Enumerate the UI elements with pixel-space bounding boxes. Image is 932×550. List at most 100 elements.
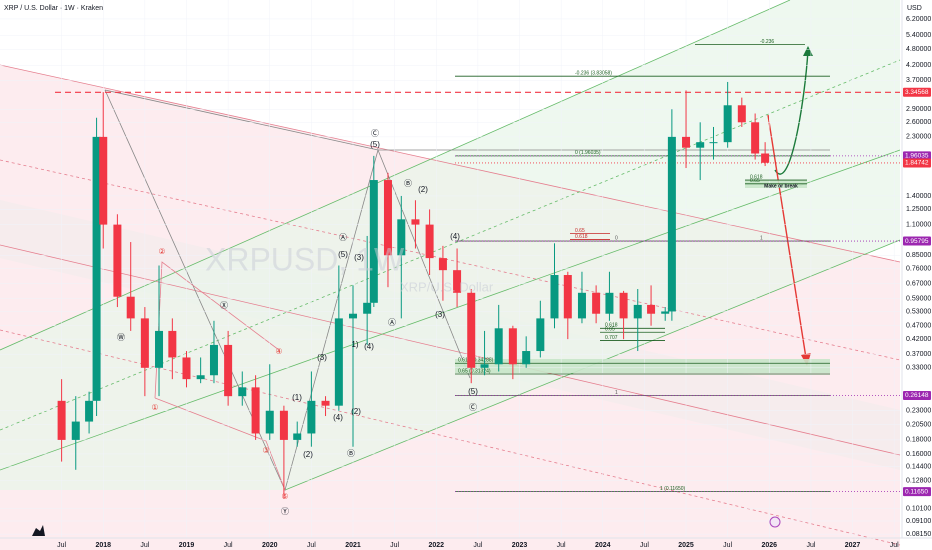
candle-body [696, 142, 705, 148]
x-tick-label: 2022 [428, 542, 444, 549]
candle-body [383, 180, 392, 256]
x-tick-label: Jul [890, 542, 899, 549]
wave-label: (4) [333, 413, 343, 422]
y-tick-label: 0.16000 [906, 451, 931, 458]
fib-label: 0.618 [575, 234, 588, 240]
annotations: Ⓒ (5) Ⓑ (2) Ⓐ (5) (3) (4) Ⓐ (3) 1) (4) (3) (1) (2) (4) (… [117, 129, 798, 516]
x-tick-label: 2027 [845, 542, 861, 549]
candle-body [196, 375, 205, 380]
y-tick-label: 6.20000 [906, 16, 931, 23]
wave-label: Ⓒ [371, 129, 379, 138]
candle-body [661, 311, 670, 314]
candle-body [438, 258, 447, 271]
y-tick-label: 1.25000 [906, 206, 931, 213]
candle-body [251, 387, 260, 434]
candle-body [480, 364, 489, 368]
bull-arrow-head [803, 46, 813, 56]
candle-body [536, 318, 545, 352]
candle-body [709, 142, 718, 144]
fib-zone [455, 359, 830, 373]
y-tick-label: 5.40000 [906, 32, 931, 39]
watermark: XRPUSD, 1W [205, 241, 405, 277]
y-tick-label: 2.90000 [906, 106, 931, 113]
fib-label: 1 [615, 390, 618, 396]
candle-body [279, 410, 288, 440]
wave-label: (3) [435, 310, 445, 319]
candle-body [293, 433, 302, 440]
candle-body [224, 344, 233, 397]
candle-body [397, 219, 406, 256]
wave-label: ③ [262, 446, 269, 455]
price-tag-label: 1.96035 [905, 153, 929, 160]
y-tick-label: 0.20500 [906, 421, 931, 428]
fib-label: 1 [760, 235, 763, 241]
wave-label: Make or break [764, 183, 798, 189]
candle-body [751, 122, 760, 154]
y-tick-label: 0.47000 [906, 323, 931, 330]
x-tick-label: Jul [140, 542, 149, 549]
x-axis: Jul 2018 Jul 2019 Jul 2020 Jul 2021 Jul 2022 Jul 20… [57, 542, 899, 549]
x-tick-label: Jul [473, 542, 482, 549]
candle-body [619, 292, 628, 319]
fib-label: 0.618 [750, 174, 763, 180]
y-tick-label: 0.18000 [906, 437, 931, 444]
x-tick-label: 2026 [761, 542, 777, 549]
candle-body [508, 328, 517, 365]
x-tick-label: 2025 [678, 542, 694, 549]
candle-body [467, 292, 476, 368]
y-tick-label: 1.40000 [906, 193, 931, 200]
wave-label: (5) [338, 250, 348, 259]
candle-body [155, 330, 164, 368]
x-tick-label: 2020 [262, 542, 278, 549]
wave-label: (3) [317, 353, 327, 362]
y-tick-label: 0.53000 [906, 308, 931, 315]
wave-line [154, 397, 286, 491]
wave-label: Ⓐ [388, 318, 396, 327]
wave-label: Ⓨ [281, 507, 289, 516]
y-tick-label: 0.09100 [906, 518, 931, 525]
fib-label: 0.65 (0.31324) [458, 368, 491, 374]
candle-body [592, 292, 601, 314]
fib-label: 0.65 [605, 327, 615, 333]
y-tick-label: 0.42000 [906, 336, 931, 343]
wave-label: (2) [351, 407, 361, 416]
y-tick-label: 0.85000 [906, 252, 931, 259]
green-line [0, 149, 901, 471]
logo [32, 525, 45, 536]
price-tag [903, 151, 931, 161]
wave-label: (4) [364, 342, 374, 351]
candle-body [761, 153, 770, 163]
price-tag-label: 1.84742 [905, 160, 929, 167]
x-tick-label: 2019 [179, 542, 195, 549]
fib-label: 0.618 (0.34288) [458, 358, 494, 364]
bull-arrow [774, 49, 809, 175]
candle-body [168, 330, 177, 358]
x-tick-label: Jul [224, 542, 233, 549]
candle-body [425, 224, 434, 259]
candle-body [71, 421, 80, 440]
y-tick-label: 0.12800 [906, 477, 931, 484]
chart-title: XRP / U.S. Dollar · 1W · Kraken [4, 5, 103, 12]
y-tick-label: 0.37000 [906, 351, 931, 358]
candle-body [265, 410, 274, 434]
candle-body [647, 304, 656, 314]
y-tick-label: 1.10000 [906, 221, 931, 228]
candle-body [411, 219, 420, 225]
y-tick-label: 4.80000 [906, 46, 931, 53]
green-line [0, 0, 791, 351]
wave-label: Ⓑ [347, 449, 355, 458]
y-tick-label: 0.67000 [906, 280, 931, 287]
price-tag-label: 3.34568 [905, 89, 929, 96]
pink-line [0, 64, 901, 263]
candle-body [92, 136, 101, 401]
candle-body [126, 296, 135, 319]
x-tick-label: Jul [307, 542, 316, 549]
wave-label: (5) [370, 140, 380, 149]
y-tick-label: 0.76000 [906, 265, 931, 272]
x-tick-label: 2018 [95, 542, 111, 549]
y-tick-label: 0.08150 [906, 531, 931, 538]
y-tick-label: 3.70000 [906, 77, 931, 84]
trend-lines [0, 0, 901, 546]
pink-mid-line [0, 159, 901, 361]
candle-body [522, 351, 531, 365]
